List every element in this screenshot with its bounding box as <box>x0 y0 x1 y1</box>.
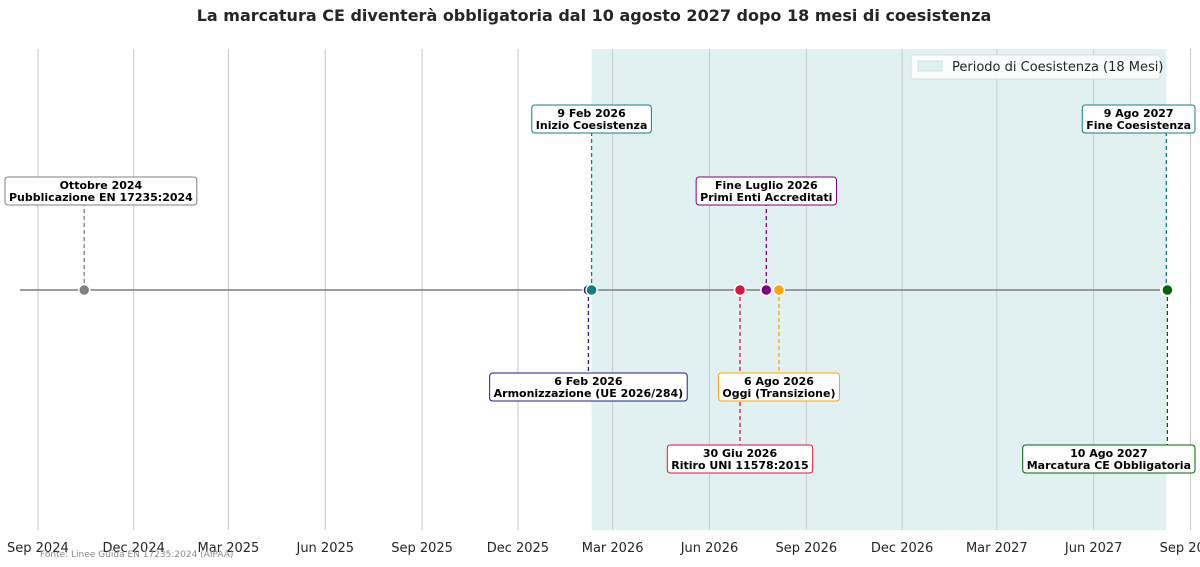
x-tick-label: Sep 2027 <box>1160 541 1200 556</box>
event-date: 10 Ago 2027 <box>1070 447 1148 460</box>
point-layer <box>77 283 1174 297</box>
event-description: Inizio Coesistenza <box>536 119 648 132</box>
x-tick-label: Dec 2026 <box>871 541 933 556</box>
event-point <box>733 283 747 297</box>
event-label-box <box>1022 444 1196 474</box>
x-tick-label: Dec 2024 <box>102 541 164 556</box>
event-description: Pubblicazione EN 17235:2024 <box>9 191 193 204</box>
stem-layer <box>83 119 1169 459</box>
event-date: 9 Ago 2027 <box>1104 107 1174 120</box>
chart-title: La marcatura CE diventerà obbligatoria d… <box>197 6 992 25</box>
x-tick-label: Mar 2025 <box>198 541 260 556</box>
event-point <box>1161 283 1174 297</box>
event-point <box>772 283 786 297</box>
event-date: Fine Luglio 2026 <box>715 179 818 192</box>
legend-label: Periodo di Coesistenza (18 Mesi) <box>952 60 1163 75</box>
event-point <box>760 283 773 297</box>
x-tick-label: Sep 2026 <box>775 541 837 556</box>
legend-swatch <box>917 60 943 72</box>
event-description: Fine Coesistenza <box>1086 119 1191 132</box>
event-date: Ottobre 2024 <box>60 179 143 192</box>
event-label-box <box>695 176 837 206</box>
event-label-box <box>717 372 840 402</box>
x-tick-label: Jun 2027 <box>1064 541 1123 556</box>
event-label-box <box>4 176 198 206</box>
event-description: Primi Enti Accreditati <box>700 191 832 204</box>
event-date: 30 Giu 2026 <box>703 447 778 460</box>
event-label-box <box>531 104 652 134</box>
x-tick-label: Jun 2026 <box>680 541 739 556</box>
event-description: Armonizzazione (UE 2026/284) <box>494 387 684 400</box>
event-label-box <box>1081 104 1196 134</box>
event-description: Marcatura CE Obbligatoria <box>1027 459 1191 472</box>
legend: Periodo di Coesistenza (18 Mesi) <box>910 54 1163 80</box>
x-tick-label: Mar 2026 <box>582 541 644 556</box>
event-date: 6 Feb 2026 <box>554 375 623 388</box>
event-description: Ritiro UNI 11578:2015 <box>671 459 808 472</box>
x-tick-label: Dec 2025 <box>487 541 549 556</box>
x-tick-label: Mar 2027 <box>966 541 1028 556</box>
event-point <box>77 283 91 297</box>
tick-layer: Sep 2024 Dec 2024 Mar 2025 Jun 2025 Sep 2025… <box>7 541 1200 556</box>
event-date: 6 Ago 2026 <box>744 375 814 388</box>
event-label-box <box>666 444 814 474</box>
event-description: Oggi (Transizione) <box>722 387 835 400</box>
x-tick-label: Sep 2025 <box>391 541 453 556</box>
x-tick-label: Sep 2024 <box>7 541 69 556</box>
source-note: Fonte: Linee Guida EN 17235:2024 (AIPAA) <box>40 550 233 560</box>
event-point <box>585 283 598 297</box>
x-tick-label: Jun 2025 <box>295 541 354 556</box>
event-date: 9 Feb 2026 <box>557 107 626 120</box>
legend-box <box>910 54 1161 80</box>
event-label-box <box>489 372 688 402</box>
